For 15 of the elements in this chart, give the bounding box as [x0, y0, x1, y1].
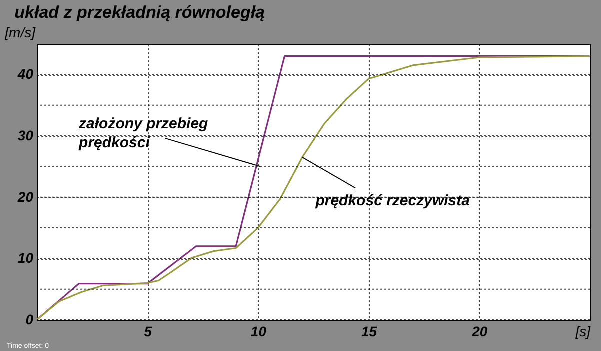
line-series [36, 55, 591, 321]
y-tick-label: 10 [18, 250, 34, 266]
x-axis-title: [s] [574, 324, 592, 340]
y-axis-title: [m/s] [4, 24, 37, 40]
y-tick-label: 40 [16, 66, 34, 82]
chart-title: układ z przekładnią równoległą [14, 3, 266, 22]
y-tick-label: 30 [18, 128, 34, 144]
x-tick-label: 20 [471, 324, 488, 340]
y-tick-label: 0 [26, 312, 34, 328]
annotation: prędkość rzeczywista [314, 192, 470, 210]
x-tick-label: 10 [250, 324, 267, 340]
x-tick-label: 15 [362, 324, 378, 340]
y-tick-label: 20 [16, 188, 34, 205]
x-tick-label: 5 [144, 324, 152, 340]
annotation: założony przebieg prędkości [78, 116, 208, 152]
